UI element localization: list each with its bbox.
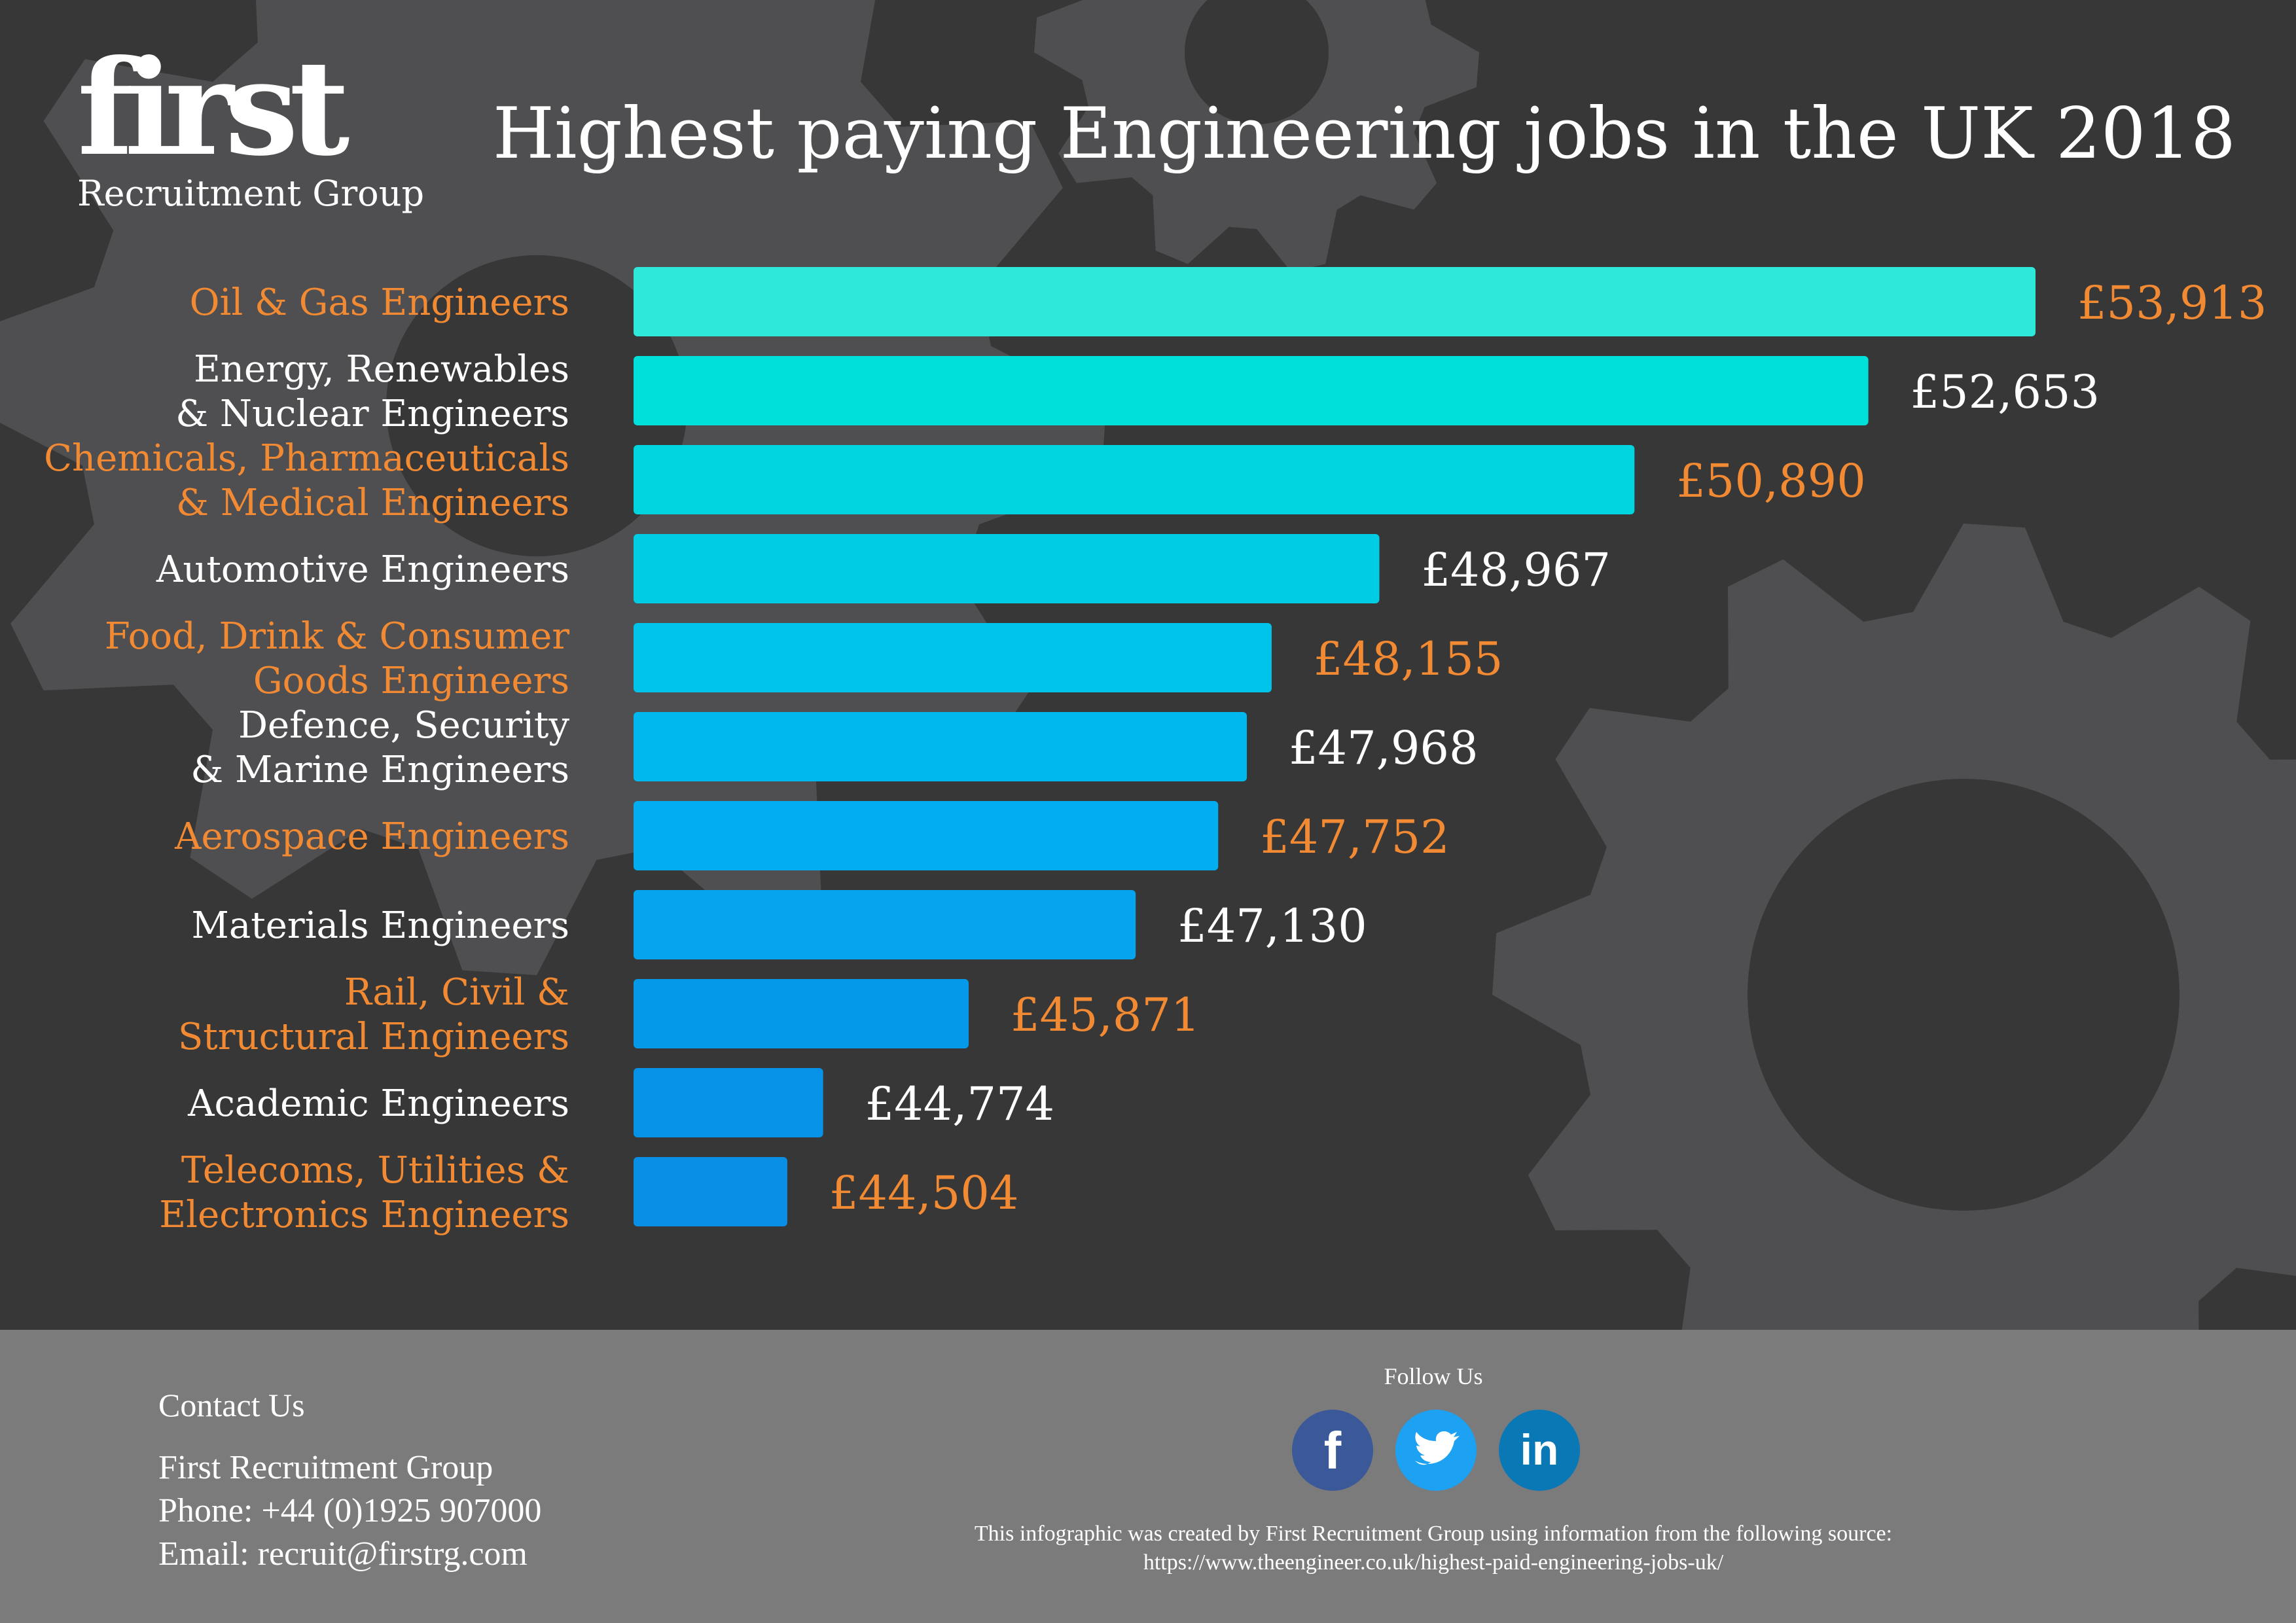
- svg-text:f: f: [1324, 1421, 1342, 1480]
- category-label-5-0: Defence, Security: [238, 704, 569, 747]
- value-label-9: £44,774: [865, 1077, 1054, 1131]
- category-label-9-0: Academic Engineers: [187, 1082, 569, 1125]
- bar-2: [634, 445, 1635, 514]
- bar-chart: £53,913 Oil & Gas Engineers £52,653 Energy,…: [44, 267, 2267, 1236]
- facebook-icon[interactable]: f: [1292, 1410, 1373, 1491]
- category-label-2-1: & Medical Engineers: [176, 482, 569, 524]
- bar-1: [634, 356, 1869, 425]
- bar-7: [634, 890, 1136, 959]
- category-label-2-0: Chemicals, Pharmaceuticals: [44, 437, 569, 480]
- linkedin-icon[interactable]: in: [1499, 1410, 1580, 1491]
- category-label-10-1: Electronics Engineers: [159, 1194, 569, 1236]
- value-label-8: £45,871: [1011, 988, 1200, 1042]
- logo-subtitle: Recruitment Group: [77, 173, 425, 214]
- category-label-8-0: Rail, Civil &: [344, 971, 569, 1014]
- category-label-4-1: Goods Engineers: [253, 660, 569, 702]
- footer: Contact Us First Recruitment Group Phone…: [0, 1330, 2296, 1623]
- source-url[interactable]: https://www.theengineer.co.uk/highest-pa…: [1143, 1550, 1724, 1575]
- category-label-6-0: Aerospace Engineers: [174, 815, 569, 858]
- value-label-3: £48,967: [1422, 543, 1611, 597]
- value-label-4: £48,155: [1314, 632, 1503, 686]
- value-label-2: £50,890: [1676, 454, 1865, 508]
- category-label-7-0: Materials Engineers: [192, 904, 569, 947]
- contact-phone: Phone: +44 (0)1925 907000: [158, 1492, 542, 1529]
- bar-6: [634, 801, 1219, 870]
- category-label-0-0: Oil & Gas Engineers: [190, 281, 569, 324]
- bar-10: [634, 1157, 787, 1226]
- value-label-5: £47,968: [1289, 721, 1478, 775]
- bar-5: [634, 712, 1247, 781]
- chart-title: Highest paying Engineering jobs in the U…: [492, 93, 2236, 175]
- source-line-1: This infographic was created by First Re…: [974, 1522, 1893, 1546]
- value-label-7: £47,130: [1177, 899, 1367, 953]
- value-label-0: £53,913: [2077, 276, 2267, 330]
- contact-block: Contact Us First Recruitment Group Phone…: [158, 1382, 541, 1576]
- category-label-1-1: & Nuclear Engineers: [175, 393, 569, 435]
- source-note: This infographic was created by First Re…: [720, 1520, 2147, 1577]
- gear-icon: [1034, 0, 1479, 272]
- twitter-icon[interactable]: [1395, 1410, 1477, 1491]
- value-label-1: £52,653: [1910, 365, 2100, 419]
- logo-wordmark: first: [77, 31, 350, 185]
- bar-9: [634, 1068, 823, 1137]
- follow-us-label: Follow Us: [1384, 1363, 1483, 1389]
- value-label-6: £47,752: [1260, 810, 1449, 864]
- category-label-3-0: Automotive Engineers: [156, 548, 569, 591]
- gear-icon: [1492, 524, 2296, 1330]
- contact-email[interactable]: Email: recruit@firstrg.com: [158, 1535, 528, 1573]
- category-label-5-1: & Marine Engineers: [190, 749, 569, 791]
- bar-0: [634, 267, 2036, 336]
- contact-title: Contact Us: [158, 1387, 305, 1423]
- value-label-10: £44,504: [829, 1166, 1018, 1220]
- logo: first Recruitment Group: [77, 43, 424, 213]
- svg-text:in: in: [1520, 1425, 1559, 1474]
- bar-8: [634, 979, 969, 1048]
- bar-3: [634, 534, 1380, 603]
- category-label-10-0: Telecoms, Utilities &: [181, 1149, 569, 1192]
- bar-4: [634, 623, 1272, 692]
- category-label-4-0: Food, Drink & Consumer: [105, 615, 569, 658]
- category-label-8-1: Structural Engineers: [178, 1016, 569, 1058]
- contact-company: First Recruitment Group: [158, 1449, 493, 1486]
- category-label-1-0: Energy, Renewables: [194, 348, 569, 391]
